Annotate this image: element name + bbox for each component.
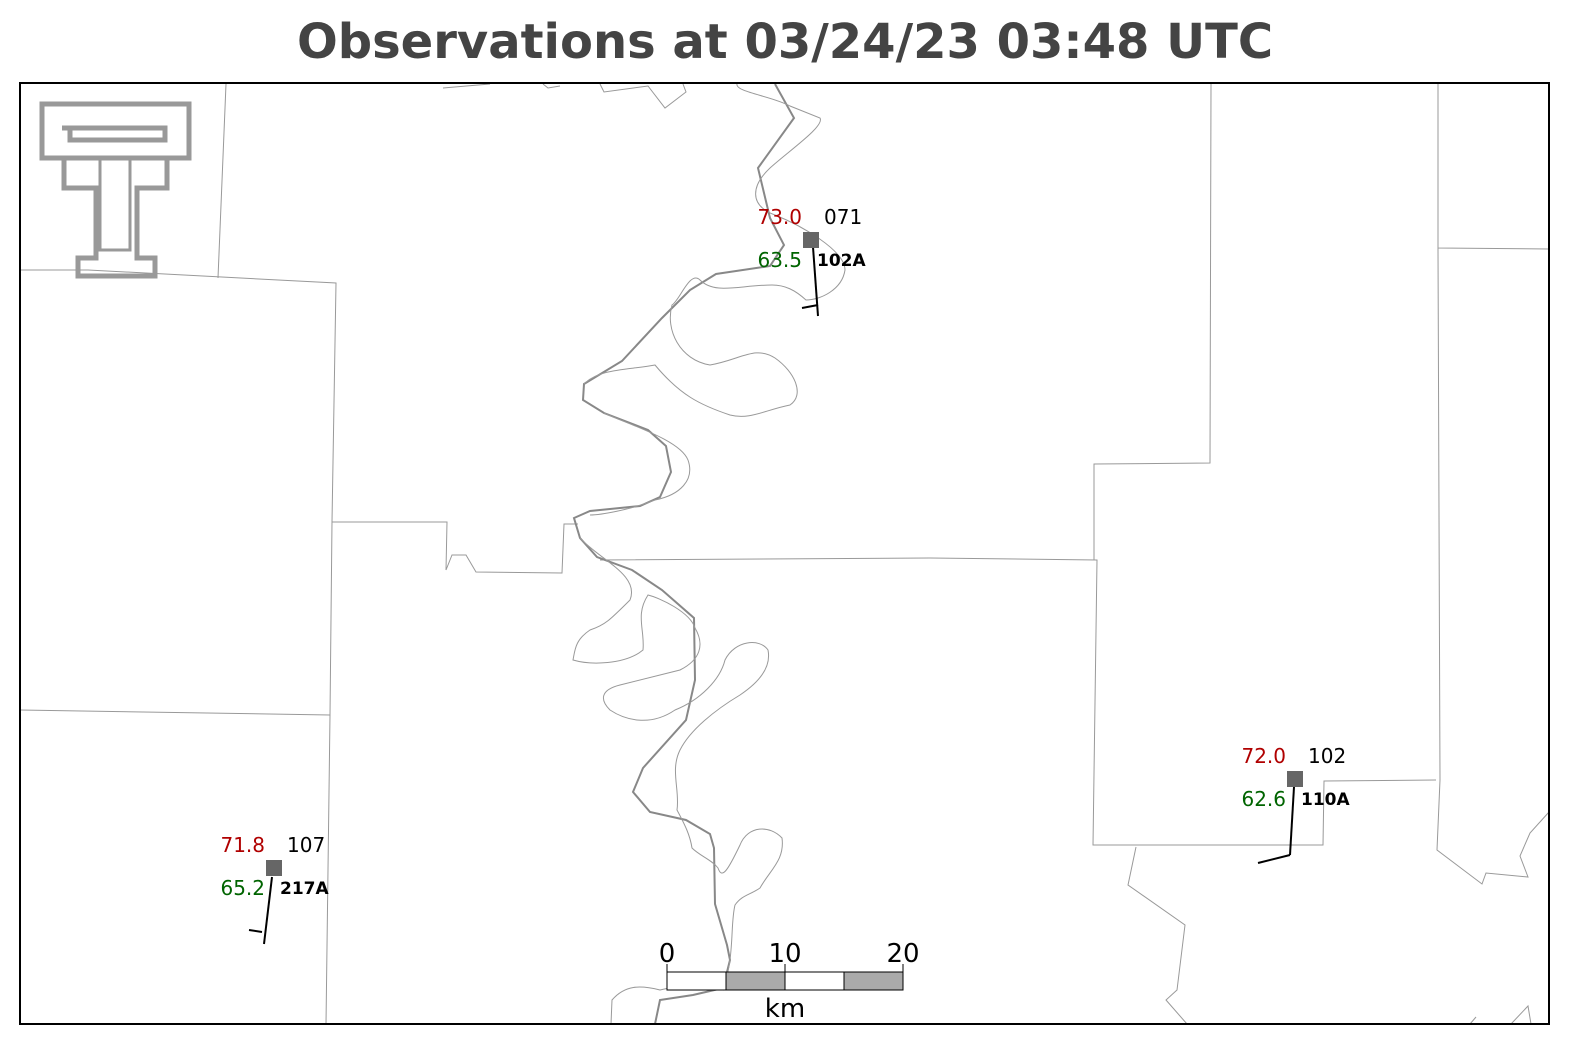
scale-segment (725, 971, 786, 991)
oxbow-lines (572, 83, 846, 1025)
pressure: 071 (824, 205, 862, 229)
station-marker (803, 232, 819, 248)
dewpoint: 63.5 (757, 248, 802, 272)
pressure: 107 (287, 833, 325, 857)
scale-label: 20 (886, 939, 919, 969)
map-frame (19, 82, 1550, 1025)
station-id: 217A (280, 879, 329, 899)
wind-barb-flag (248, 929, 263, 933)
scale-bar: 0 10 20 km (659, 939, 920, 1024)
wind-barb (1289, 786, 1295, 856)
wind-barb-flag (1257, 854, 1291, 864)
temperature: 71.8 (220, 833, 265, 857)
scale-unit: km (765, 994, 805, 1024)
pressure: 102 (1308, 744, 1346, 768)
station-id: 102A (817, 251, 866, 271)
scale-segment (843, 971, 904, 991)
station: 73.0 071 63.5 102A (757, 205, 866, 317)
scale-label: 10 (768, 939, 801, 969)
wind-barb (263, 876, 273, 945)
wind-barb-flag (801, 304, 819, 309)
station: 71.8 107 65.2 217A (220, 833, 329, 945)
logo (39, 101, 192, 279)
station-marker (1287, 771, 1303, 787)
scale-segment (666, 971, 727, 991)
station: 72.0 102 62.6 110A (1241, 744, 1350, 864)
dewpoint: 65.2 (220, 876, 265, 900)
temperature: 72.0 (1241, 744, 1286, 768)
station-plots: 73.0 071 63.5 102A 72.0 102 62.6 110A 71.8 107 65.… (220, 205, 1350, 945)
scale-label: 0 (659, 939, 676, 969)
map-title: Observations at 03/24/23 03:48 UTC (297, 14, 1273, 70)
station-marker (266, 860, 282, 876)
dewpoint: 62.6 (1241, 787, 1286, 811)
scale-segment (784, 971, 845, 991)
station-id: 110A (1301, 790, 1350, 810)
temperature: 73.0 (757, 205, 802, 229)
